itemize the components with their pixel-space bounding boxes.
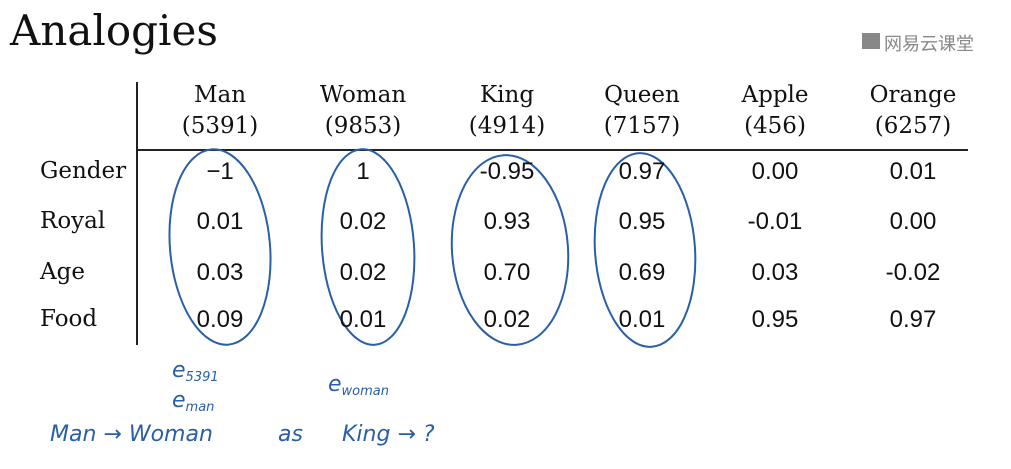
- cell-value: 0.95: [751, 306, 799, 333]
- vector-base: e: [172, 388, 186, 413]
- cell-value: 0.70: [483, 259, 531, 286]
- column-word: Woman: [319, 82, 407, 108]
- column-word: Orange: [869, 82, 957, 108]
- cell-value: 0.69: [618, 259, 666, 286]
- cell-value: 0.03: [196, 259, 244, 286]
- handwritten-analogy: as: [278, 422, 303, 447]
- column-word: Apple: [741, 82, 809, 108]
- cell-value: 0.01: [196, 208, 244, 235]
- hand-circles: [168, 148, 697, 348]
- cell-value: 0.00: [889, 208, 937, 235]
- cell-value: 0.93: [483, 208, 531, 235]
- cell-value: 0.97: [889, 306, 937, 333]
- handwritten-vector: eman: [172, 388, 214, 415]
- column-word: Queen: [604, 82, 680, 108]
- column-index: (456): [744, 113, 806, 139]
- handwritten-vector: ewoman: [328, 372, 389, 399]
- column-index: (6257): [874, 113, 952, 139]
- cell-value: 1: [356, 158, 370, 185]
- row-label: Food: [40, 306, 98, 332]
- cell-value: 0.03: [751, 259, 799, 286]
- vector-subscript: woman: [341, 384, 390, 400]
- cell-value: −1: [206, 158, 234, 185]
- vector-base: e: [328, 372, 342, 397]
- cell-value: 0.01: [339, 306, 387, 333]
- handwritten-analogy: King → ?: [342, 422, 435, 447]
- column-index: (9853): [324, 113, 402, 139]
- cell-value: -0.01: [747, 208, 803, 235]
- cell-value: 0.02: [483, 306, 531, 333]
- column-word: King: [479, 82, 535, 108]
- handwritten-vector: e5391: [172, 358, 219, 385]
- handwritten-analogy: Man → Woman: [50, 422, 213, 447]
- slide-title: Analogies: [10, 6, 218, 55]
- cell-value: 0.95: [618, 208, 666, 235]
- column-word: Man: [193, 82, 247, 108]
- cell-value: 0.02: [339, 208, 387, 235]
- cell-value: 0.09: [196, 306, 244, 333]
- cell-value: 0.02: [339, 259, 387, 286]
- vector-subscript: 5391: [185, 370, 219, 386]
- cell-value: 0.01: [618, 306, 666, 333]
- column-index: (4914): [468, 113, 546, 139]
- cell-value: 0.97: [618, 158, 666, 185]
- logo: 网易云课堂: [884, 34, 974, 55]
- row-label: Gender: [40, 158, 127, 184]
- column-index: (5391): [181, 113, 259, 139]
- column-index: (7157): [603, 113, 681, 139]
- cell-value: 0.00: [751, 158, 799, 185]
- vector-base: e: [172, 358, 186, 383]
- row-label: Royal: [40, 208, 106, 234]
- vector-subscript: man: [185, 400, 215, 416]
- cell-value: 0.01: [889, 158, 937, 185]
- cell-value: -0.95: [479, 158, 535, 185]
- row-label: Age: [40, 259, 85, 285]
- logo-icon: [862, 33, 880, 49]
- cell-value: -0.02: [885, 259, 941, 286]
